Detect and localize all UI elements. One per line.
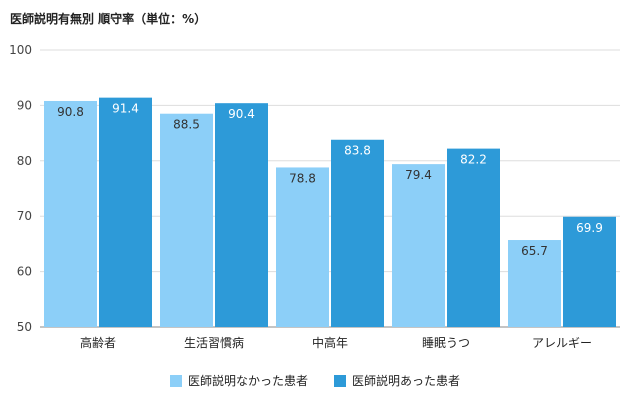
y-tick-label-70: 70 [17, 209, 32, 223]
chart-title: 医師説明有無別 順守率（単位：%） [10, 12, 207, 26]
y-tick-label-50: 50 [17, 320, 32, 334]
legend-swatch-no-explanation [169, 374, 182, 387]
data-label-s1-c2: 83.8 [344, 144, 371, 158]
y-tick-label-90: 90 [17, 98, 32, 112]
x-tick-label-2: 中高年 [312, 335, 348, 350]
legend-item-with-explanation[interactable]: 医師説明あった患者 [334, 372, 460, 389]
y-tick-label-80: 80 [17, 154, 32, 168]
y-tick-label-100: 100 [9, 43, 32, 57]
legend: 医師説明なかった患者 医師説明あった患者 [0, 372, 630, 389]
bar-s0-c0[interactable] [44, 100, 97, 327]
data-label-s0-c4: 65.7 [521, 244, 548, 258]
x-tick-label-0: 高齢者 [80, 335, 116, 350]
legend-label-with-explanation: 医師説明あった患者 [352, 374, 461, 388]
data-label-s1-c0: 91.4 [112, 102, 139, 116]
x-tick-label-4: アレルギー [532, 336, 592, 350]
data-label-s1-c4: 69.9 [576, 221, 603, 235]
bar-s0-c3[interactable] [392, 164, 445, 327]
bar-s1-c4[interactable] [563, 216, 616, 327]
data-label-s0-c1: 88.5 [173, 118, 200, 132]
x-tick-label-3: 睡眠うつ [422, 336, 470, 350]
bar-s0-c4[interactable] [508, 240, 561, 327]
legend-label-no-explanation: 医師説明なかった患者 [187, 374, 308, 388]
bar-s0-c1[interactable] [160, 113, 213, 328]
data-label-s1-c3: 82.2 [460, 153, 487, 167]
legend-item-no-explanation[interactable]: 医師説明なかった患者 [169, 372, 308, 389]
bar-s1-c2[interactable] [331, 139, 384, 327]
data-label-s1-c1: 90.4 [228, 107, 255, 121]
y-tick-label-60: 60 [17, 265, 32, 279]
data-label-s0-c2: 78.8 [289, 171, 316, 185]
x-tick-label-1: 生活習慣病 [184, 335, 244, 350]
legend-swatch-with-explanation [334, 374, 346, 387]
data-label-s0-c0: 90.8 [57, 105, 84, 119]
bar-s1-c0[interactable] [99, 97, 152, 327]
data-label-s0-c3: 79.4 [405, 168, 432, 182]
bar-s1-c3[interactable] [447, 148, 500, 327]
bar-s1-c1[interactable] [215, 103, 268, 328]
bar-s0-c2[interactable] [276, 167, 329, 327]
